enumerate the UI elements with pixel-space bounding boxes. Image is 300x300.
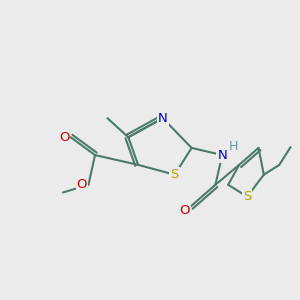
Text: O: O: [179, 203, 190, 217]
Text: O: O: [59, 131, 69, 144]
Text: H: H: [229, 140, 238, 153]
Text: S: S: [243, 190, 251, 203]
Text: N: N: [158, 112, 168, 125]
Text: N: N: [217, 148, 227, 162]
Text: O: O: [77, 178, 87, 191]
Text: S: S: [170, 168, 179, 181]
